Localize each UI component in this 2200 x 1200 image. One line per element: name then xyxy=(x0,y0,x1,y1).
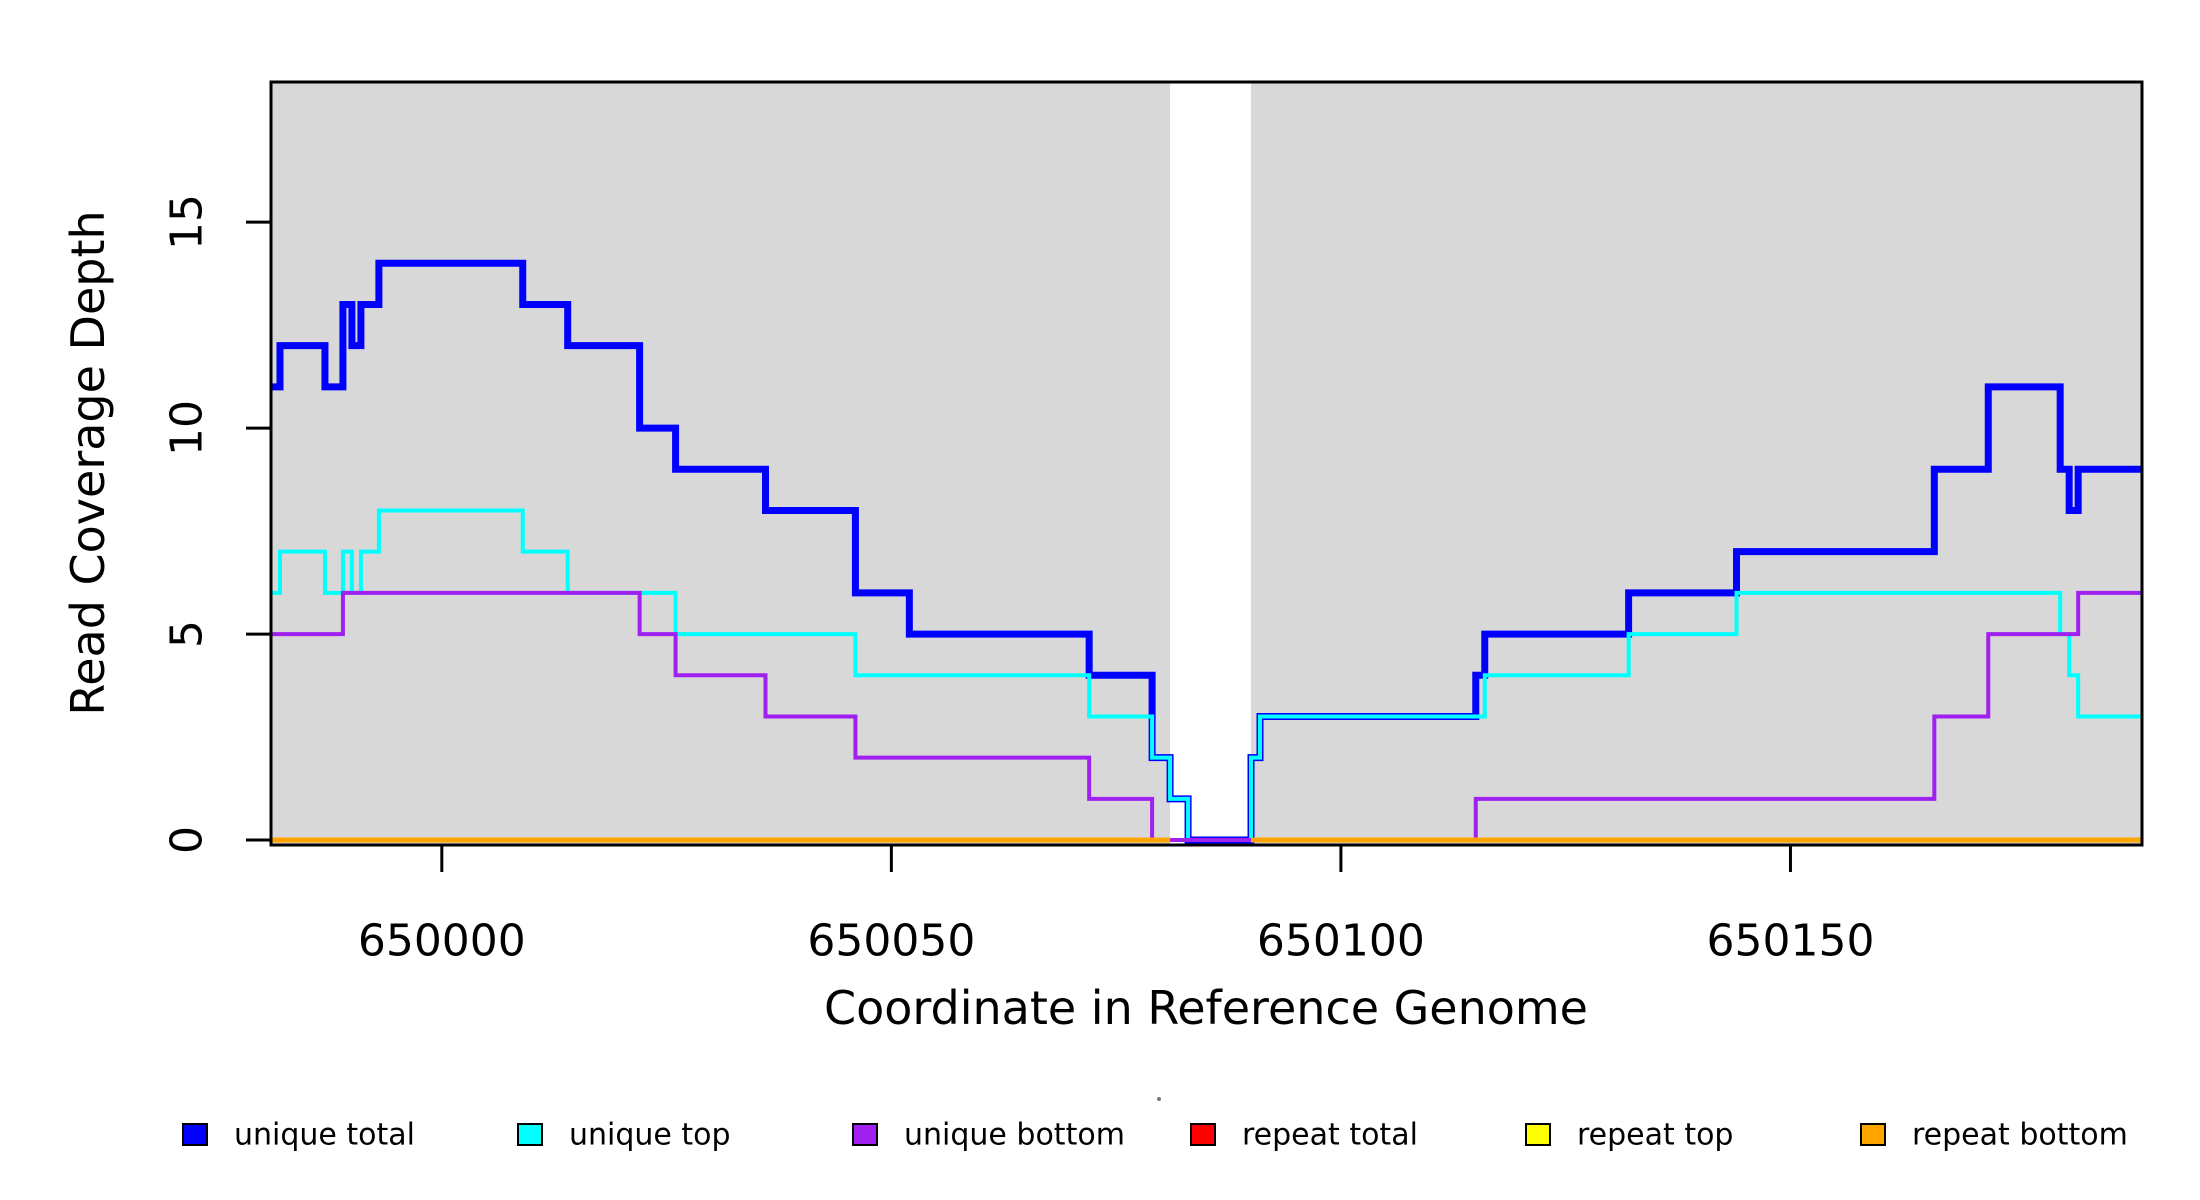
series-unique-bottom xyxy=(271,590,2142,843)
stray-dot xyxy=(1157,1097,1161,1101)
plot-box xyxy=(269,80,2144,847)
coverage-window-band xyxy=(271,82,1171,845)
x-axis-title: Coordinate in Reference Genome xyxy=(824,981,1588,1035)
series-unique-top xyxy=(271,508,2142,843)
series-unique-total xyxy=(271,259,2142,844)
coverage-window-band xyxy=(1251,82,2142,845)
y-axis-title: Read Coverage Depth xyxy=(61,210,115,716)
